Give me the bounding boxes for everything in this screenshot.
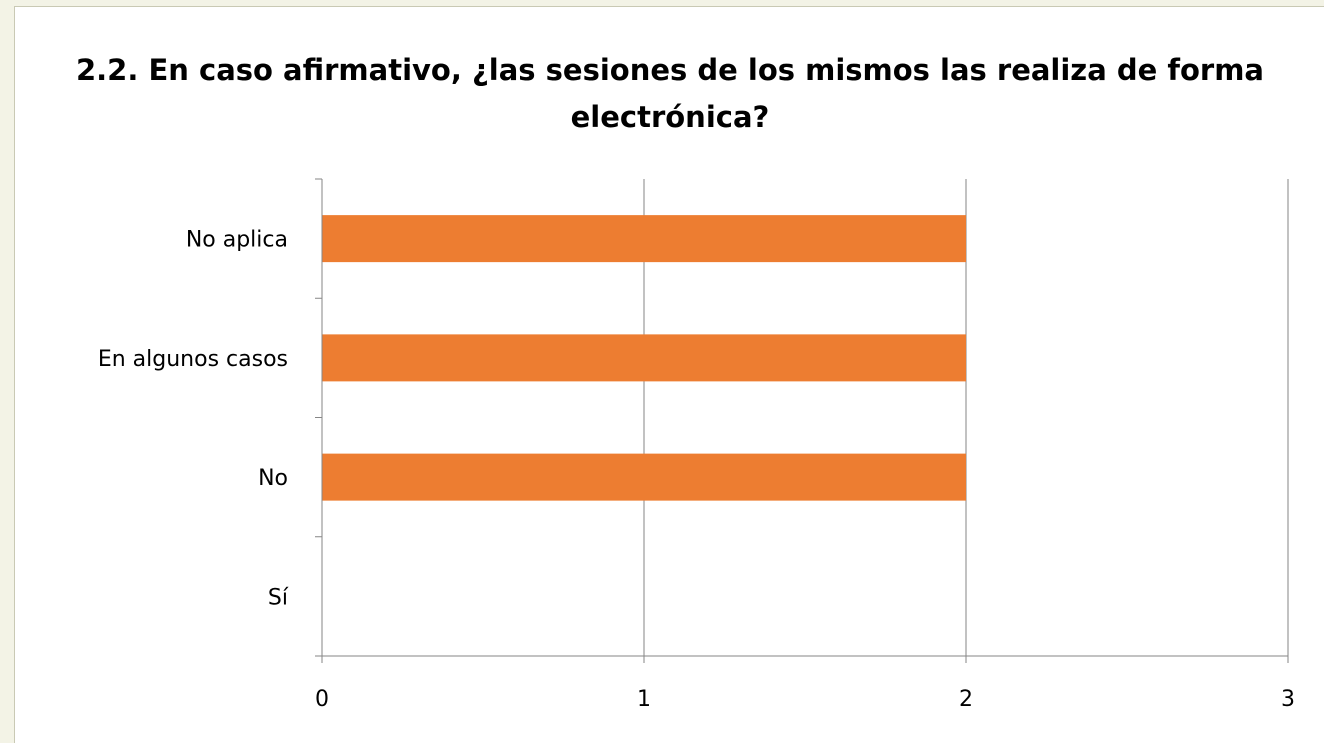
- x-tick-label: 2: [959, 687, 973, 712]
- x-tick-label: 3: [1281, 687, 1295, 712]
- bar: [322, 453, 966, 501]
- axis-labels: 0 1 2 3 Sí No En algunos casos No aplica: [98, 228, 1295, 712]
- y-category-label: No: [258, 466, 288, 491]
- bar: [322, 334, 966, 382]
- y-category-label: En algunos casos: [98, 347, 288, 372]
- y-category-label: No aplica: [186, 228, 288, 253]
- bar: [322, 215, 966, 263]
- x-tick-label: 1: [637, 687, 651, 712]
- axes: [315, 178, 1289, 663]
- y-category-label: Sí: [268, 585, 289, 610]
- x-tick-label: 0: [315, 687, 329, 712]
- bars: [322, 215, 966, 501]
- chart-title: 2.2. En caso afirmativo, ¿las sesiones d…: [75, 53, 1265, 134]
